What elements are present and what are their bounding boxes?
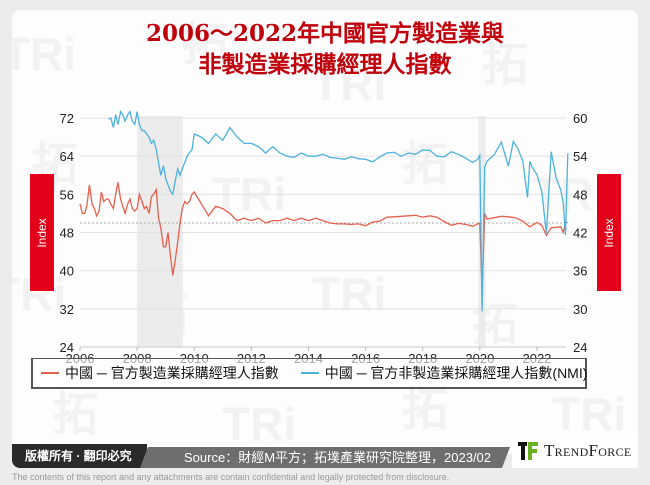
svg-text:TRi: TRi: [222, 398, 296, 450]
legend-item-manufacturing[interactable]: 中國 ─ 官方製造業採購經理人指數: [41, 363, 279, 383]
legend-swatch-blue: [300, 372, 319, 374]
recession-shading: [137, 116, 486, 347]
left-tick-label: 64: [60, 149, 74, 164]
disclaimer: The contents of this report and any atta…: [12, 472, 450, 482]
left-tick-label: 32: [60, 302, 74, 317]
line-chart: 200620082010201220142016201820202022 726…: [60, 109, 587, 366]
right-tick-label: 54: [573, 149, 587, 164]
legend-item-non-manufacturing[interactable]: 中國 ─ 官方非製造業採購經理人指數(NMI): [300, 363, 587, 383]
right-y-axis: 60 54 48 42 36 30 24: [573, 111, 587, 355]
left-tick-label: 72: [60, 111, 74, 126]
chart-title-line1: 2006～2022年中國官方製造業與: [145, 20, 505, 47]
left-tick-label: 48: [60, 226, 74, 241]
right-tick-label: 30: [573, 302, 587, 317]
left-tick-label: 24: [60, 340, 74, 355]
non-manufacturing-pmi-line: [108, 109, 569, 312]
chart-title: 2006～2022年中國官方製造業與 非製造業採購經理人指數: [12, 18, 638, 80]
source-text: Source：財經M平方；拓墣產業研究院整理，2023/02: [140, 447, 510, 468]
trendforce-logo: TrendForce: [512, 434, 638, 468]
chart-title-line2: 非製造業採購經理人指數: [198, 51, 452, 78]
trendforce-logo-icon: [518, 442, 538, 460]
right-tick-label: 60: [573, 111, 587, 126]
right-tick-label: 24: [573, 340, 587, 355]
left-tick-label: 40: [60, 264, 74, 279]
copyright-notice: 版權所有 · 翻印必究: [12, 444, 147, 468]
chart-legend: 中國 ─ 官方製造業採購經理人指數 中國 ─ 官方非製造業採購經理人指數(NMI…: [31, 358, 587, 389]
left-axis-label: Index: [30, 174, 54, 291]
legend-swatch-red: [41, 372, 59, 374]
right-axis-label: Index: [597, 174, 621, 291]
left-y-axis: 72 64 56 48 40 32 24: [60, 111, 74, 355]
shaded-period: [478, 116, 486, 347]
footer: 版權所有 · 翻印必究 Source：財經M平方；拓墣產業研究院整理，2023/…: [12, 434, 638, 468]
left-tick-label: 56: [60, 187, 74, 202]
brand-name: TrendForce: [544, 441, 632, 460]
shaded-period: [137, 116, 183, 347]
right-tick-label: 42: [573, 226, 587, 241]
right-tick-label: 36: [573, 264, 587, 279]
right-tick-label: 48: [573, 187, 587, 202]
